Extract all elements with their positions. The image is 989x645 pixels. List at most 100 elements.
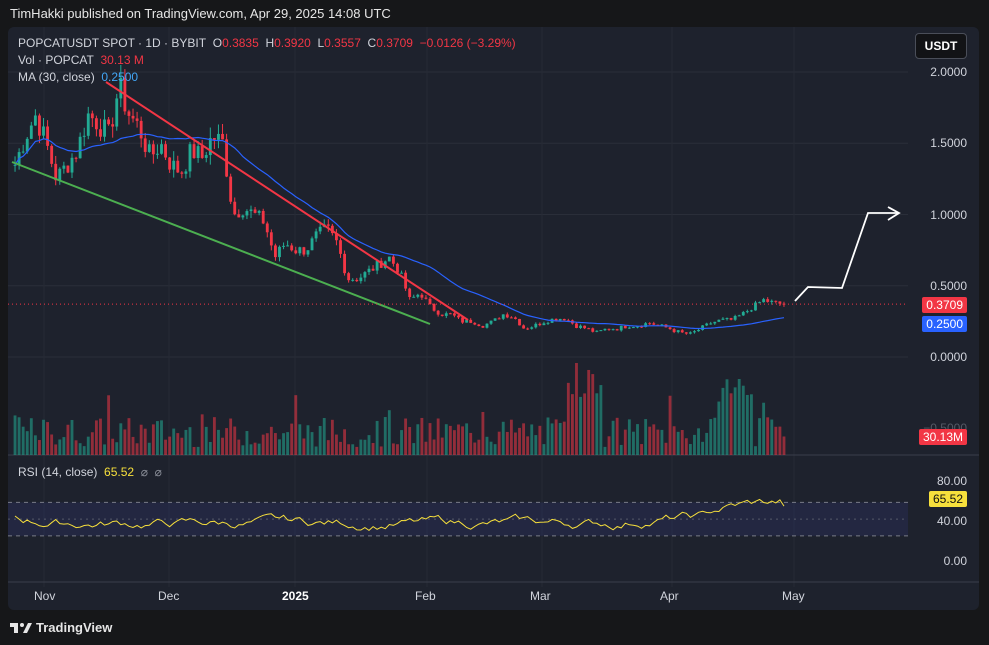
candle-body [204, 155, 208, 158]
candle-body [273, 245, 277, 258]
currency-button[interactable]: USDT [915, 33, 967, 59]
volume-bar [347, 444, 351, 455]
price-tick-0: 0.0000 [930, 350, 967, 364]
volume-bar [21, 426, 25, 455]
candle-body [660, 324, 664, 326]
candle-body [82, 135, 86, 137]
volume-bar [485, 436, 489, 455]
volume-bar [115, 442, 119, 455]
volume-bar [636, 424, 639, 455]
candle-body [375, 260, 379, 271]
candle-body [534, 323, 538, 328]
price-badge: 0.3709 [922, 297, 967, 313]
volume-value: 30.13 M [100, 53, 144, 67]
candle-body [359, 277, 363, 282]
candle-body [119, 77, 123, 99]
candle-body [164, 144, 167, 158]
candle-body [514, 317, 517, 319]
volume-bar [359, 439, 363, 455]
volume-bar [131, 436, 135, 455]
volume-bar [282, 433, 285, 455]
candle-body [676, 330, 680, 333]
candle-body [526, 328, 530, 330]
volume-bar [448, 425, 452, 455]
candle-body [310, 238, 314, 251]
candle-body [131, 115, 135, 119]
volume-bar [737, 378, 741, 455]
candle-body [566, 320, 570, 322]
candle-body [538, 323, 542, 326]
volume-bar [66, 424, 70, 455]
candle-body [522, 325, 526, 329]
candle-body [636, 326, 639, 328]
candle-body [749, 310, 753, 312]
volume-bar [253, 442, 257, 455]
candle-body [21, 151, 25, 153]
volume-bar [762, 402, 766, 455]
volume-bar [774, 426, 778, 455]
volume-bar [465, 423, 469, 455]
tradingview-footer[interactable]: TradingView [10, 620, 112, 635]
volume-bar [237, 439, 241, 455]
low-label: L [317, 36, 325, 50]
volume-bar [758, 418, 761, 455]
candle-body [701, 325, 705, 330]
volume-bar [603, 446, 607, 455]
volume-bar [725, 379, 729, 455]
candle-body [741, 312, 745, 316]
candle-body [697, 329, 700, 332]
candle-body [351, 279, 355, 281]
volume-bar [509, 419, 513, 455]
volume-bar [440, 437, 444, 455]
candle-body [603, 328, 607, 331]
volume-bar [103, 444, 106, 455]
volume-bar [754, 446, 757, 455]
ma-legend: MA (30, close) 0.2500 [18, 70, 138, 84]
ma-value: 0.2500 [101, 70, 139, 84]
volume-bar [339, 441, 342, 455]
low-value: 0.3557 [324, 36, 361, 50]
candle-body [721, 318, 725, 320]
hide-icon[interactable]: ⌀ [154, 465, 162, 479]
candle-body [306, 250, 310, 255]
volume-bar [25, 431, 29, 455]
candle-body [188, 144, 192, 172]
candle-body [115, 98, 119, 127]
candle-body [221, 133, 224, 140]
volume-bar [412, 443, 416, 455]
volume-bar [184, 429, 188, 455]
candle-body [261, 210, 265, 224]
volume-bar [672, 426, 676, 455]
volume-bar [294, 395, 298, 455]
candle-body [693, 331, 696, 333]
candle-body [542, 323, 546, 326]
volume-bar [241, 445, 245, 455]
chart-canvas[interactable] [8, 27, 979, 610]
volume-bar [290, 423, 294, 455]
candle-body [86, 113, 90, 136]
volume-bar [391, 443, 395, 455]
candle-body [90, 113, 94, 119]
chart-panel[interactable]: POPCATUSDT SPOT · 1D · BYBIT O0.3835 H0.… [8, 27, 979, 610]
candle-body [294, 250, 298, 254]
hide-icon[interactable]: ⌀ [140, 465, 148, 479]
volume-bar [514, 432, 517, 455]
candle-body [737, 315, 741, 317]
volume-bar [160, 420, 163, 455]
volume-bar [684, 438, 688, 455]
volume-bar [225, 428, 229, 455]
volume-bar [204, 426, 208, 455]
candle-body [473, 322, 477, 325]
candle-body [107, 119, 111, 125]
candle-body [58, 168, 62, 181]
rsi-tick-40: 40.00 [936, 514, 967, 528]
volume-bar [778, 426, 782, 455]
volume-bar [367, 435, 371, 455]
rsi-badge: 65.52 [928, 491, 967, 507]
volume-bar [583, 393, 587, 455]
volume-bar [396, 444, 399, 455]
candle-body [229, 176, 233, 202]
candle-body [448, 313, 452, 315]
volume-bar [481, 411, 485, 455]
rsi-line [14, 498, 785, 532]
